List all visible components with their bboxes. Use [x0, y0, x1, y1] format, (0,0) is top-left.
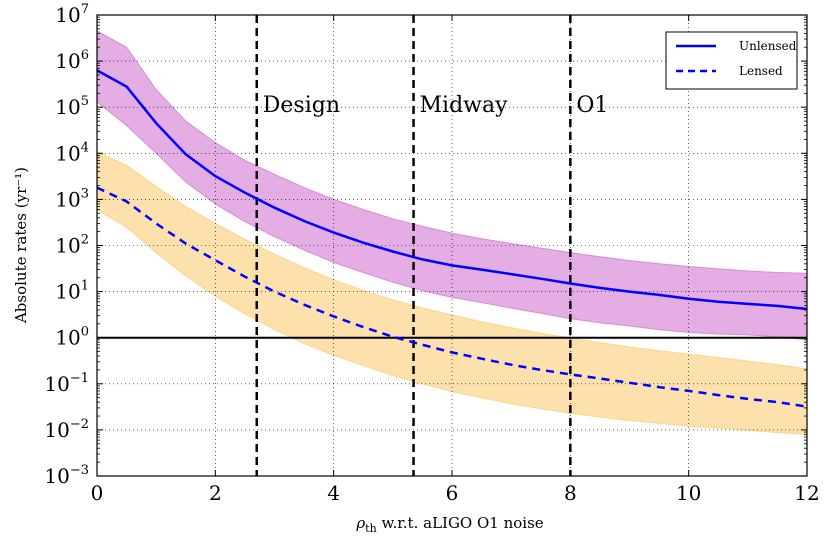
- legend-lensed-label: Lensed: [739, 64, 783, 78]
- legend: Unlensed Lensed: [665, 31, 798, 90]
- vline-label-design: Design: [263, 93, 340, 118]
- legend-box: [665, 31, 798, 90]
- x-tick-label-2: 2: [209, 481, 222, 505]
- y-tick-label-3: 103: [55, 186, 89, 211]
- y-tick-label--1: 10−1: [44, 371, 89, 396]
- x-axis-label-symbol: ρ: [355, 514, 365, 532]
- x-axis-label-subscript: th: [365, 522, 377, 535]
- y-tick-label-2: 102: [55, 233, 89, 258]
- y-tick-label--2: 10−2: [44, 417, 89, 442]
- y-tick-label-0: 100: [55, 325, 89, 350]
- x-tick-label-8: 8: [564, 481, 577, 505]
- x-axis-label: ρth w.r.t. aLIGO O1 noise: [355, 514, 543, 535]
- y-tick-label--3: 10−3: [44, 463, 89, 488]
- y-tick-label-1: 101: [55, 279, 89, 304]
- y-tick-label-6: 106: [55, 48, 89, 73]
- vline-label-midway: Midway: [420, 93, 509, 118]
- observing-run-lines: Design Midway O1: [255, 15, 608, 476]
- x-axis-label-rest: w.r.t. aLIGO O1 noise: [377, 514, 544, 532]
- x-tick-label-4: 4: [327, 481, 340, 505]
- x-axis-ticks: 0 2 4 6 8 10 12: [91, 15, 820, 505]
- y-tick-label-7: 107: [55, 2, 89, 27]
- x-tick-label-10: 10: [676, 481, 701, 505]
- x-tick-label-0: 0: [91, 481, 104, 505]
- y-tick-label-5: 105: [55, 94, 89, 119]
- x-tick-label-6: 6: [446, 481, 459, 505]
- line-lensed: [96, 186, 808, 408]
- y-axis-label: Absolute rates (yr⁻¹): [12, 167, 30, 324]
- y-tick-label-4: 104: [55, 140, 89, 165]
- legend-unlensed-label: Unlensed: [739, 39, 797, 53]
- y-axis-ticks: 10−3 10−2 10−1 100 101 102 103 104 105 106 107: [44, 2, 807, 488]
- line-unlensed: [96, 69, 808, 311]
- x-tick-label-12: 12: [794, 481, 819, 505]
- series-lines: [96, 69, 808, 408]
- vline-label-o1: O1: [576, 93, 608, 118]
